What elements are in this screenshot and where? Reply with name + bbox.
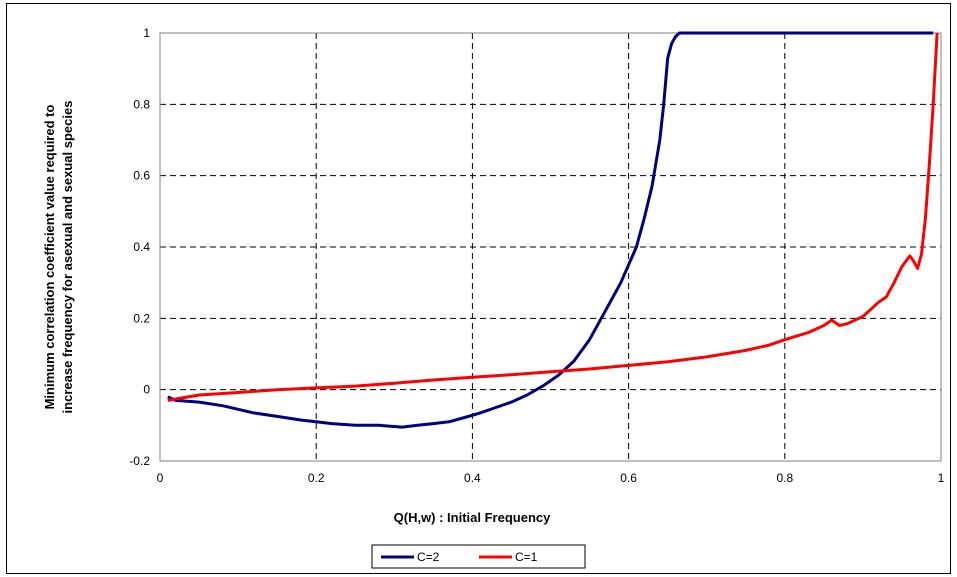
x-tick-label: 0.2 — [308, 471, 325, 485]
series-line-c-2 — [167, 31, 934, 429]
x-tick-label: 1 — [938, 471, 945, 485]
x-axis-title: Q(H,w) : Initial Frequency — [394, 510, 552, 525]
series-layer — [167, 31, 939, 429]
legend-box — [371, 544, 586, 569]
legend-label-c2: C=2 — [417, 550, 440, 564]
x-tick-label: 0 — [157, 471, 164, 485]
plot-area — [159, 32, 942, 462]
y-tick-label: -0.2 — [129, 454, 150, 468]
legend: C=2 C=1 — [371, 544, 586, 569]
series-line-c-1 — [167, 32, 939, 402]
tick-labels: 0 0.2 0.4 0.6 0.8 1 -0.2 0 0.2 0.4 0.6 0.8 1 — [129, 26, 944, 485]
y-tick-label: 0.8 — [133, 97, 150, 111]
y-tick-label: 0.2 — [133, 311, 150, 325]
x-tick-label: 0.4 — [464, 471, 481, 485]
x-tick-label: 0.6 — [620, 471, 637, 485]
y-axis-title-line-1: Minimum correlation coefficient value re… — [42, 105, 57, 410]
grid-layer — [160, 33, 941, 461]
y-tick-label: 0 — [143, 383, 150, 397]
x-tick-label: 0.8 — [776, 471, 793, 485]
y-axis-title-line-2: increase frequency for asexual and sexua… — [60, 101, 75, 414]
y-tick-label: 0.6 — [133, 169, 150, 183]
legend-label-c1: C=1 — [515, 550, 538, 564]
y-tick-label: 1 — [143, 26, 150, 40]
y-tick-label: 0.4 — [133, 240, 150, 254]
chart-frame — [6, 3, 951, 574]
